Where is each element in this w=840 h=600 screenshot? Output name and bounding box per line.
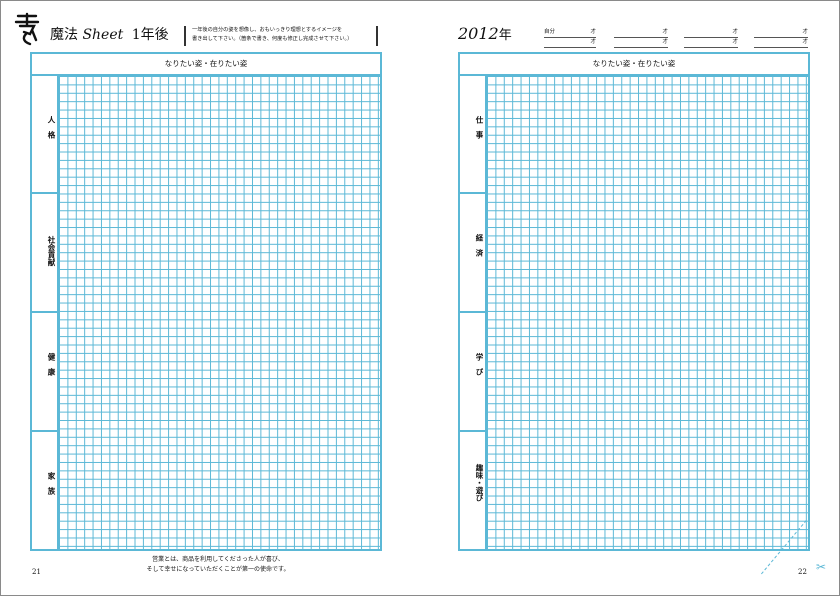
left-category-4: 家 族 — [47, 472, 56, 495]
age-field-3[interactable]: 才 — [684, 28, 738, 38]
sheet-title: 魔法 Sheet 1年後 — [50, 24, 169, 44]
left-category-2: 社会貢献 — [32, 194, 57, 313]
year-label: 2012年 — [458, 24, 512, 43]
scissors-icon: ✂ — [816, 560, 827, 574]
left-grid-header: なりたい姿・在りたい姿 — [32, 54, 380, 76]
age-field-7[interactable]: 才 — [684, 38, 738, 48]
left-category-3: 健 康 — [32, 313, 57, 432]
footer-text: 営業とは、商品を利用してくださった人が喜び、 そして幸せになっていただくことが第… — [128, 555, 308, 575]
title-en: Sheet — [82, 27, 124, 43]
right-category-1: 仕 事 — [460, 76, 485, 194]
instruction-line-1: 一年後の自分の姿を想像し、おもいっきり理想とするイメージを — [192, 27, 343, 33]
page-number-right: 22 — [798, 568, 807, 576]
title-jp: 魔法 — [50, 27, 78, 43]
right-category-4: 趣味・遊び — [475, 464, 484, 502]
brush-logo-icon — [14, 12, 40, 46]
left-category-1: 人 格 — [32, 76, 57, 194]
instruction-box: 一年後の自分の姿を想像し、おもいっきり理想とするイメージを 書き出して下さい。（… — [184, 26, 378, 46]
right-category-column: 仕 事 経 済 学 び 趣味・遊び — [460, 76, 487, 549]
footer-line-1: 営業とは、商品を利用してくださった人が喜び、 — [152, 556, 284, 563]
left-category-column: 人 格 社会貢献 健 康 家 族 — [32, 76, 59, 549]
right-category-3: 学 び — [460, 313, 485, 432]
age-field-8[interactable]: 才 — [754, 38, 808, 48]
age-field-1[interactable]: 自分才 — [544, 28, 596, 38]
age-field-4[interactable]: 才 — [754, 28, 808, 38]
footer-line-2: そして幸せになっていただくことが第一の使命です。 — [146, 566, 290, 573]
age-field-5[interactable]: 才 — [544, 38, 596, 48]
age-field-6[interactable]: 才 — [614, 38, 668, 48]
left-grid-cells[interactable] — [59, 76, 380, 549]
instruction-line-2: 書き出して下さい。（箇条で書き、何度も修正し完成させて下さい。） — [192, 36, 353, 42]
right-writing-grid[interactable]: なりたい姿・在りたい姿 仕 事 経 済 学 び 趣味・遊び — [458, 52, 810, 551]
title-suffix: 1年後 — [131, 27, 169, 43]
age-field-2[interactable]: 才 — [614, 28, 668, 38]
page-number-left: 21 — [32, 568, 41, 576]
left-writing-grid[interactable]: なりたい姿・在りたい姿 人 格 社会貢献 健 康 家 族 — [30, 52, 382, 551]
year-number: 2012 — [458, 24, 499, 43]
right-grid-cells[interactable] — [487, 76, 808, 549]
right-grid-header: なりたい姿・在りたい姿 — [460, 54, 808, 76]
year-unit: 年 — [498, 28, 512, 43]
right-category-2: 経 済 — [460, 194, 485, 313]
age-table: 自分才 才 才 才 才 才 才 才 — [544, 28, 810, 48]
